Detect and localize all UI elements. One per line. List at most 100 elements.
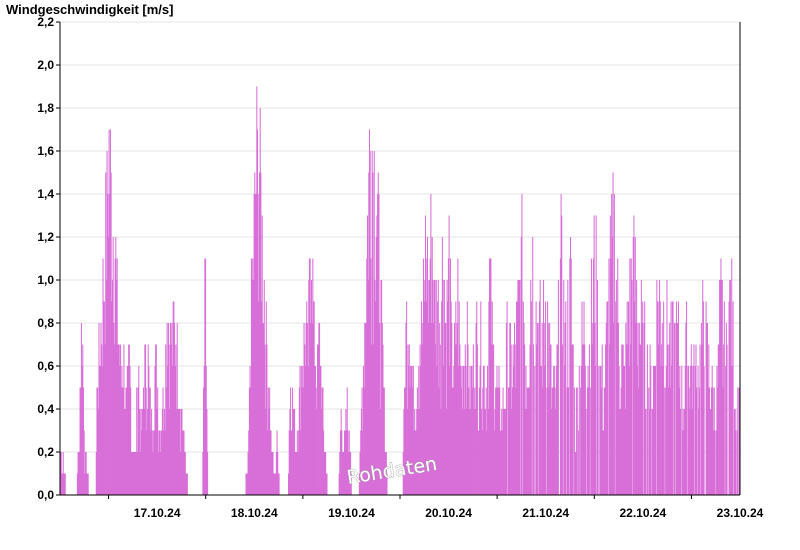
wind-bar [450,301,452,495]
wind-bar [586,387,588,495]
wind-bar [168,344,170,495]
wind-bar [563,366,565,495]
wind-bar [264,344,266,495]
wind-bar [728,301,730,495]
wind-bar [670,301,672,495]
wind-bar [360,409,362,495]
wind-bar [268,409,270,495]
wind-bar [419,344,421,495]
wind-bar [362,430,364,495]
wind-bar [379,409,381,495]
wind-bar [518,280,520,495]
wind-bar [673,323,675,495]
wind-bar [99,366,101,495]
wind-bar [169,409,171,495]
wind-bar [675,301,677,495]
wind-bar [119,366,121,495]
wind-bar [509,323,511,495]
wind-bar [144,344,146,495]
wind-bar [120,344,122,495]
wind-bar [609,344,611,495]
wind-bar [266,344,268,495]
wind-bar [359,452,361,495]
wind-bar [482,387,484,495]
wind-bar [696,387,698,495]
wind-bar [381,280,383,495]
wind-bar [409,387,411,495]
wind-bar [343,452,345,495]
wind-bar [458,366,460,495]
wind-bar [590,387,592,495]
wind-bar [141,409,143,495]
wind-bar [667,387,669,495]
wind-bar [206,409,208,495]
wind-bar [350,452,352,495]
wind-bar [342,452,344,495]
wind-bar [671,366,673,495]
wind-bar [424,215,427,495]
wind-bar [547,301,549,495]
wind-bar [643,323,645,495]
wind-bar [613,323,615,495]
wind-bar [518,280,520,495]
wind-bar [184,452,186,495]
wind-bar [418,409,420,495]
wind-bar [173,301,175,495]
wind-bar [723,344,725,495]
wind-bar [733,409,735,495]
wind-bar [630,344,632,495]
wind-bar [147,344,149,495]
wind-bar [449,366,451,495]
wind-bar [504,409,506,495]
wind-bar [706,323,708,495]
wind-bar [152,452,154,495]
wind-bar [601,387,603,495]
wind-bar [472,344,474,495]
wind-bar [524,344,526,495]
wind-bar [698,409,700,495]
wind-bar [133,452,135,495]
wind-bar [178,409,180,495]
wind-bar [259,172,261,495]
wind-bar [313,301,315,495]
wind-bar [167,366,169,495]
wind-bar [719,280,721,495]
wind-bar [702,301,704,495]
wind-bar [698,387,700,495]
wind-bar [638,323,640,495]
wind-bar [497,387,499,495]
wind-bar [405,323,407,495]
wind-bar [636,366,638,495]
wind-bar [105,280,107,495]
wind-bar [582,344,584,495]
wind-bar [128,344,130,495]
wind-bar [344,430,346,495]
wind-bar [623,366,625,495]
wind-bar [122,387,124,495]
wind-bar [254,172,256,495]
wind-bar [425,258,427,495]
wind-bar [295,452,297,495]
wind-bar [100,323,102,495]
wind-bar [382,344,384,495]
wind-bar [442,280,444,495]
wind-bar [315,366,317,495]
wind-bar [441,301,443,495]
wind-bar [495,387,497,495]
wind-bar [120,387,122,495]
wind-bar [489,258,491,495]
wind-bar [106,151,108,495]
wind-bar [588,387,590,495]
wind-bar [297,452,299,495]
wind-bar [422,258,424,495]
wind-bar [493,430,495,495]
wind-bar [159,430,161,495]
wind-bar [735,409,737,495]
wind-bar [694,366,696,495]
wind-bar [142,387,145,495]
wind-bar [444,323,446,495]
wind-bar [721,280,723,495]
wind-bar [347,430,349,495]
wind-bar [480,301,482,495]
wind-bar [567,280,569,495]
